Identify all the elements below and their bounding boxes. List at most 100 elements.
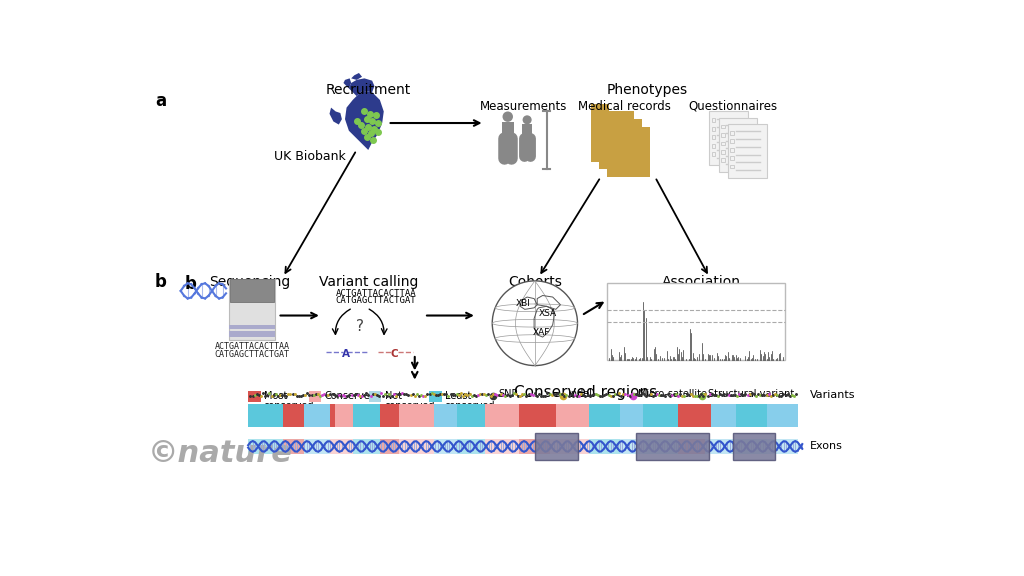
Bar bbox=[706, 404, 711, 427]
Bar bbox=[380, 404, 399, 427]
Bar bbox=[522, 124, 532, 138]
Bar bbox=[736, 439, 767, 454]
Bar bbox=[730, 156, 734, 160]
Bar bbox=[380, 439, 399, 454]
Bar bbox=[621, 439, 643, 454]
Text: A: A bbox=[342, 350, 350, 359]
Text: Exons: Exons bbox=[810, 441, 843, 452]
Text: Variants: Variants bbox=[810, 390, 855, 400]
Bar bbox=[550, 439, 589, 454]
Bar bbox=[352, 404, 380, 427]
Polygon shape bbox=[345, 90, 384, 150]
Bar bbox=[721, 150, 725, 154]
Bar bbox=[730, 147, 734, 151]
Bar bbox=[592, 104, 608, 113]
Bar bbox=[736, 404, 767, 427]
Bar bbox=[721, 124, 725, 128]
Bar bbox=[712, 119, 716, 122]
Bar bbox=[228, 279, 275, 340]
Bar bbox=[484, 404, 519, 427]
Bar bbox=[643, 439, 678, 454]
Text: Structural variant: Structural variant bbox=[708, 389, 794, 399]
Circle shape bbox=[522, 115, 531, 124]
Bar bbox=[283, 404, 304, 427]
Text: Conserved: Conserved bbox=[324, 391, 376, 401]
Text: ©nature: ©nature bbox=[147, 439, 292, 468]
Text: Questionnaires: Questionnaires bbox=[688, 100, 777, 113]
Bar bbox=[550, 404, 556, 427]
Text: XSA: XSA bbox=[539, 309, 557, 319]
Bar bbox=[304, 404, 330, 427]
Text: XAF: XAF bbox=[532, 328, 550, 337]
Text: Least
conserved: Least conserved bbox=[445, 391, 496, 411]
Bar bbox=[330, 404, 335, 427]
Bar bbox=[706, 439, 736, 454]
Bar bbox=[434, 404, 458, 427]
Bar bbox=[678, 404, 706, 427]
Bar bbox=[458, 439, 484, 454]
Bar bbox=[230, 279, 273, 302]
Bar bbox=[304, 439, 330, 454]
Text: Indel: Indel bbox=[568, 389, 592, 399]
Text: ACTGATTACACTTAA: ACTGATTACACTTAA bbox=[336, 289, 417, 298]
Bar bbox=[712, 152, 716, 156]
Text: Medical records: Medical records bbox=[578, 100, 671, 113]
Bar bbox=[589, 404, 621, 427]
Bar bbox=[599, 119, 642, 169]
Bar bbox=[643, 404, 678, 427]
Bar bbox=[719, 118, 758, 172]
Text: Variant calling: Variant calling bbox=[318, 275, 418, 290]
Text: Cohorts: Cohorts bbox=[508, 275, 562, 290]
Bar bbox=[730, 131, 734, 135]
Text: Conserved regions: Conserved regions bbox=[514, 385, 656, 400]
Text: Recruitment: Recruitment bbox=[326, 83, 411, 97]
Bar bbox=[308, 391, 321, 402]
Bar bbox=[710, 112, 748, 165]
Bar bbox=[519, 439, 550, 454]
Bar bbox=[681, 404, 686, 427]
Bar bbox=[767, 404, 799, 427]
Text: ACTGATTACACTTAA: ACTGATTACACTTAA bbox=[214, 343, 290, 351]
Polygon shape bbox=[330, 108, 342, 124]
Bar bbox=[369, 391, 381, 402]
Bar bbox=[607, 283, 785, 360]
Bar bbox=[592, 112, 634, 161]
Bar bbox=[550, 404, 589, 427]
Text: CATGAGCTTACTGAT: CATGAGCTTACTGAT bbox=[214, 350, 290, 359]
Text: UK Biobank: UK Biobank bbox=[273, 150, 345, 163]
Bar bbox=[248, 391, 260, 402]
Bar bbox=[434, 439, 458, 454]
Bar bbox=[502, 122, 514, 138]
Text: Sequencing: Sequencing bbox=[209, 275, 291, 290]
Polygon shape bbox=[351, 73, 362, 80]
Text: a: a bbox=[155, 92, 166, 110]
Text: b: b bbox=[184, 275, 197, 294]
Text: Not
conserved: Not conserved bbox=[385, 391, 435, 411]
Bar bbox=[352, 439, 380, 454]
Text: Association: Association bbox=[662, 275, 741, 290]
Bar bbox=[228, 331, 275, 337]
Text: b: b bbox=[155, 273, 167, 291]
Text: Micro-satellite: Micro-satellite bbox=[638, 389, 707, 399]
Bar bbox=[730, 165, 734, 168]
Bar bbox=[712, 144, 716, 147]
Bar bbox=[706, 404, 736, 427]
Bar bbox=[732, 433, 775, 460]
Bar bbox=[721, 142, 725, 145]
Bar bbox=[330, 439, 352, 454]
Bar bbox=[767, 439, 799, 454]
Bar bbox=[728, 124, 767, 177]
Bar bbox=[721, 133, 725, 137]
Bar bbox=[607, 119, 624, 128]
Bar bbox=[678, 439, 706, 454]
Circle shape bbox=[493, 281, 578, 366]
Text: Phenotypes: Phenotypes bbox=[606, 83, 688, 97]
Bar bbox=[228, 325, 275, 329]
Bar bbox=[330, 404, 352, 427]
Bar bbox=[636, 433, 710, 460]
Bar bbox=[283, 439, 304, 454]
Text: CATGAGCTTACTGAT: CATGAGCTTACTGAT bbox=[336, 296, 417, 305]
Bar bbox=[599, 112, 616, 121]
Bar bbox=[721, 158, 725, 162]
Bar bbox=[535, 433, 578, 460]
